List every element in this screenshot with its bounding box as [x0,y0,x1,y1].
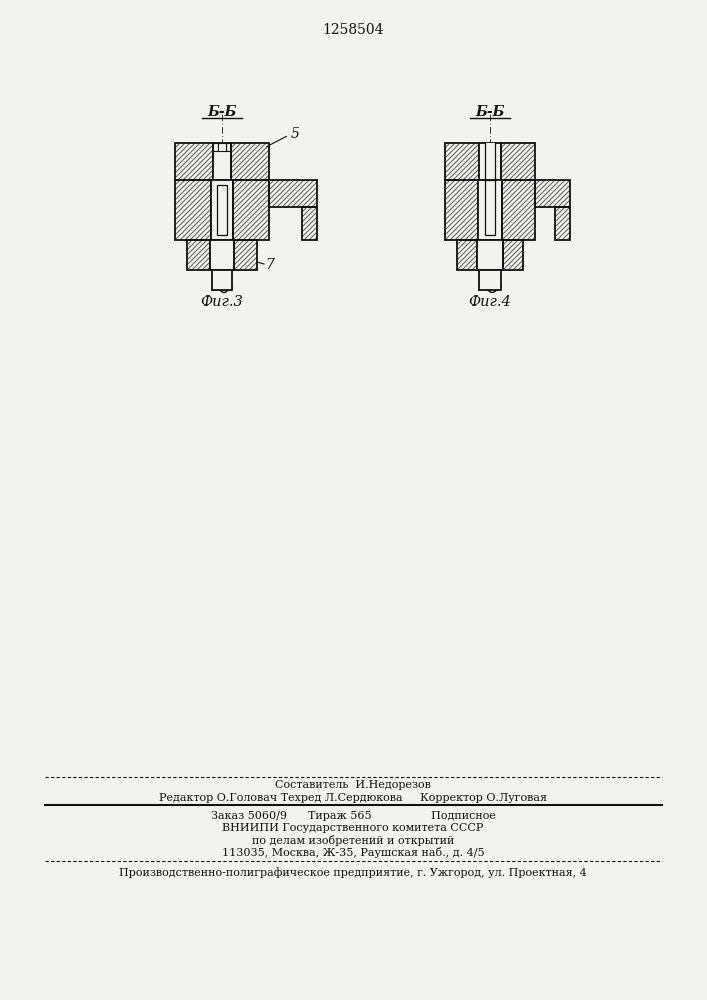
Bar [457,240,477,270]
Bar [212,270,232,290]
Bar [445,143,479,180]
Bar [535,180,570,207]
Bar [302,207,317,240]
Bar [485,143,495,180]
Bar [175,180,211,240]
Text: 1258504: 1258504 [322,23,384,37]
Text: ВНИИПИ Государственного комитета СССР: ВНИИПИ Государственного комитета СССР [222,823,484,833]
Bar [234,240,257,270]
Bar [213,143,231,180]
Text: Фиг.3: Фиг.3 [201,295,243,309]
Bar [445,180,478,240]
Text: Б-Б: Б-Б [207,105,237,119]
Text: 7: 7 [265,258,274,272]
Bar [502,180,535,240]
Bar [478,180,502,240]
Bar [479,143,501,180]
Text: Редактор О.Головач Техред Л.Сердюкова     Корректор О.Луговая: Редактор О.Головач Техред Л.Сердюкова Ко… [159,793,547,803]
Bar [226,143,231,151]
Bar [211,180,233,240]
Bar [555,207,570,240]
Bar [187,240,210,270]
Text: 5: 5 [291,127,300,141]
Bar [213,143,218,151]
Bar [175,143,213,180]
Text: Заказ 5060/9      Тираж 565                 Подписное: Заказ 5060/9 Тираж 565 Подписное [211,811,496,821]
Bar [217,185,227,235]
Bar [210,240,234,270]
Bar [233,180,269,240]
Text: по делам изобретений и открытий: по делам изобретений и открытий [252,834,454,846]
Bar [231,143,269,180]
Text: Б-Б: Б-Б [475,105,505,119]
Bar [501,143,535,180]
Bar [269,180,317,207]
Bar [479,270,501,290]
Bar [503,240,523,270]
Bar [218,143,226,151]
Bar [477,240,503,270]
Text: 113035, Москва, Ж-35, Раушская наб., д. 4/5: 113035, Москва, Ж-35, Раушская наб., д. … [222,846,484,857]
Text: Составитель  И.Недорезов: Составитель И.Недорезов [275,780,431,790]
Text: Производственно-полиграфическое предприятие, г. Ужгород, ул. Проектная, 4: Производственно-полиграфическое предприя… [119,868,587,878]
Bar [485,180,495,235]
Text: Фиг.4: Фиг.4 [469,295,511,309]
